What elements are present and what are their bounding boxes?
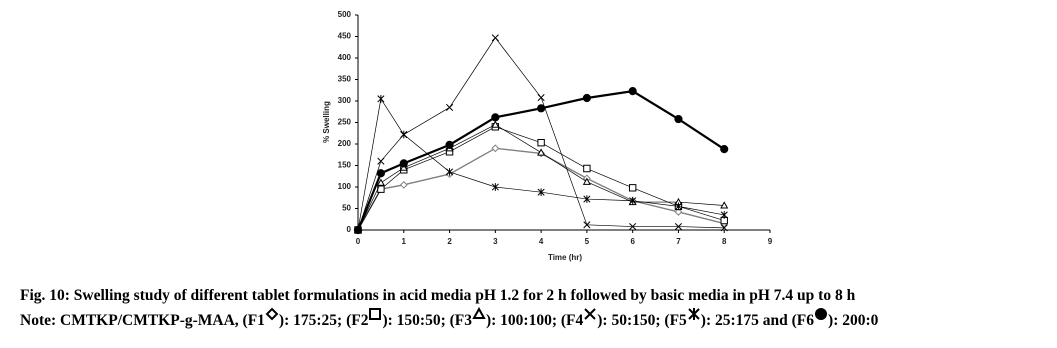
marker bbox=[720, 216, 728, 225]
series-line bbox=[357, 97, 725, 231]
y-axis-label: % Swelling bbox=[322, 101, 331, 143]
note-text: ): 200:0 bbox=[828, 312, 879, 329]
marker bbox=[628, 87, 637, 96]
marker bbox=[537, 139, 545, 147]
note-symbol bbox=[472, 306, 486, 319]
x-tick-label: 3 bbox=[493, 237, 498, 246]
y-tick-label: 500 bbox=[338, 10, 352, 19]
x-axis-label: Time (hr) bbox=[548, 253, 582, 262]
caption-line: Fig. 10: Swelling study of different tab… bbox=[20, 287, 856, 304]
x-tick-label: 4 bbox=[539, 237, 544, 246]
note-text: ): 150:50; (F3 bbox=[382, 312, 472, 329]
marker bbox=[400, 130, 408, 139]
marker bbox=[377, 185, 385, 193]
marker bbox=[376, 169, 385, 178]
marker bbox=[537, 94, 545, 102]
marker bbox=[629, 223, 637, 231]
marker bbox=[582, 177, 591, 185]
marker bbox=[377, 95, 385, 103]
x-tick-label: 8 bbox=[722, 237, 727, 246]
note-symbol bbox=[688, 308, 700, 320]
marker bbox=[491, 113, 500, 122]
marker bbox=[491, 120, 500, 128]
series-line bbox=[356, 89, 725, 231]
marker bbox=[720, 145, 729, 154]
x-tick-label: 2 bbox=[447, 237, 452, 246]
y-tick-label: 250 bbox=[338, 118, 352, 127]
marker bbox=[399, 159, 408, 168]
marker bbox=[446, 168, 454, 176]
x-tick-label: 1 bbox=[402, 237, 407, 246]
marker bbox=[445, 140, 454, 149]
series-line bbox=[357, 37, 725, 231]
marker bbox=[582, 93, 591, 103]
marker bbox=[265, 307, 279, 321]
marker bbox=[584, 308, 596, 320]
marker bbox=[537, 188, 545, 197]
y-tick-label: 400 bbox=[338, 53, 352, 62]
x-tick-label: 6 bbox=[630, 237, 635, 246]
x-tick-label: 9 bbox=[768, 237, 773, 246]
y-tick-label: 200 bbox=[338, 139, 352, 148]
note-symbol bbox=[815, 308, 828, 320]
note-text: ): 50:150; (F5 bbox=[597, 312, 687, 329]
y-tick-label: 350 bbox=[338, 75, 352, 84]
marker bbox=[376, 178, 385, 186]
marker bbox=[815, 308, 828, 320]
marker bbox=[472, 306, 486, 319]
marker bbox=[537, 104, 546, 113]
marker bbox=[583, 164, 591, 173]
series-line bbox=[357, 124, 725, 231]
marker bbox=[674, 223, 682, 231]
marker bbox=[377, 157, 385, 165]
marker bbox=[491, 34, 499, 42]
marker bbox=[491, 144, 500, 153]
note-symbol bbox=[584, 308, 596, 320]
marker bbox=[353, 225, 363, 235]
note-symbol bbox=[265, 307, 279, 321]
series-line bbox=[357, 126, 725, 231]
marker bbox=[629, 196, 637, 205]
marker bbox=[674, 114, 683, 124]
marker bbox=[674, 208, 683, 216]
note-symbol bbox=[369, 308, 382, 320]
marker bbox=[583, 221, 591, 229]
y-tick-label: 300 bbox=[338, 96, 352, 105]
note-text: Note: CMTKP/CMTKP-g-MAA, (F1 bbox=[20, 312, 265, 329]
marker bbox=[674, 202, 682, 211]
note-text: ): 175:25; (F2 bbox=[278, 312, 369, 329]
marker bbox=[446, 103, 454, 112]
marker bbox=[628, 184, 637, 192]
x-tick-label: 7 bbox=[676, 237, 681, 246]
marker bbox=[720, 201, 729, 209]
marker bbox=[583, 195, 591, 203]
chart: Time (hr) % Swelling 0501001502002503003… bbox=[322, 10, 773, 262]
y-tick-label: 150 bbox=[338, 161, 352, 170]
marker bbox=[537, 148, 546, 156]
y-tick-label: 450 bbox=[338, 32, 352, 41]
marker bbox=[720, 211, 728, 219]
marker bbox=[688, 308, 700, 320]
note-text: ): 25:175 and (F6 bbox=[700, 312, 815, 329]
marker bbox=[491, 183, 499, 191]
series-line bbox=[357, 147, 725, 231]
x-tick-label: 0 bbox=[356, 237, 361, 246]
marker bbox=[720, 224, 728, 232]
note-text: ): 100:100; (F4 bbox=[485, 312, 584, 329]
caption: Fig. 10: Swelling study of different tab… bbox=[20, 285, 878, 332]
y-tick-label: 50 bbox=[342, 204, 351, 213]
y-tick-label: 0 bbox=[347, 225, 352, 234]
y-tick-label: 100 bbox=[338, 182, 352, 191]
marker bbox=[399, 180, 408, 189]
caption-note: Note: CMTKP/CMTKP-g-MAA, (F1 ): 175:25; (… bbox=[20, 306, 879, 332]
x-tick-label: 5 bbox=[585, 237, 590, 246]
marker bbox=[369, 308, 382, 320]
